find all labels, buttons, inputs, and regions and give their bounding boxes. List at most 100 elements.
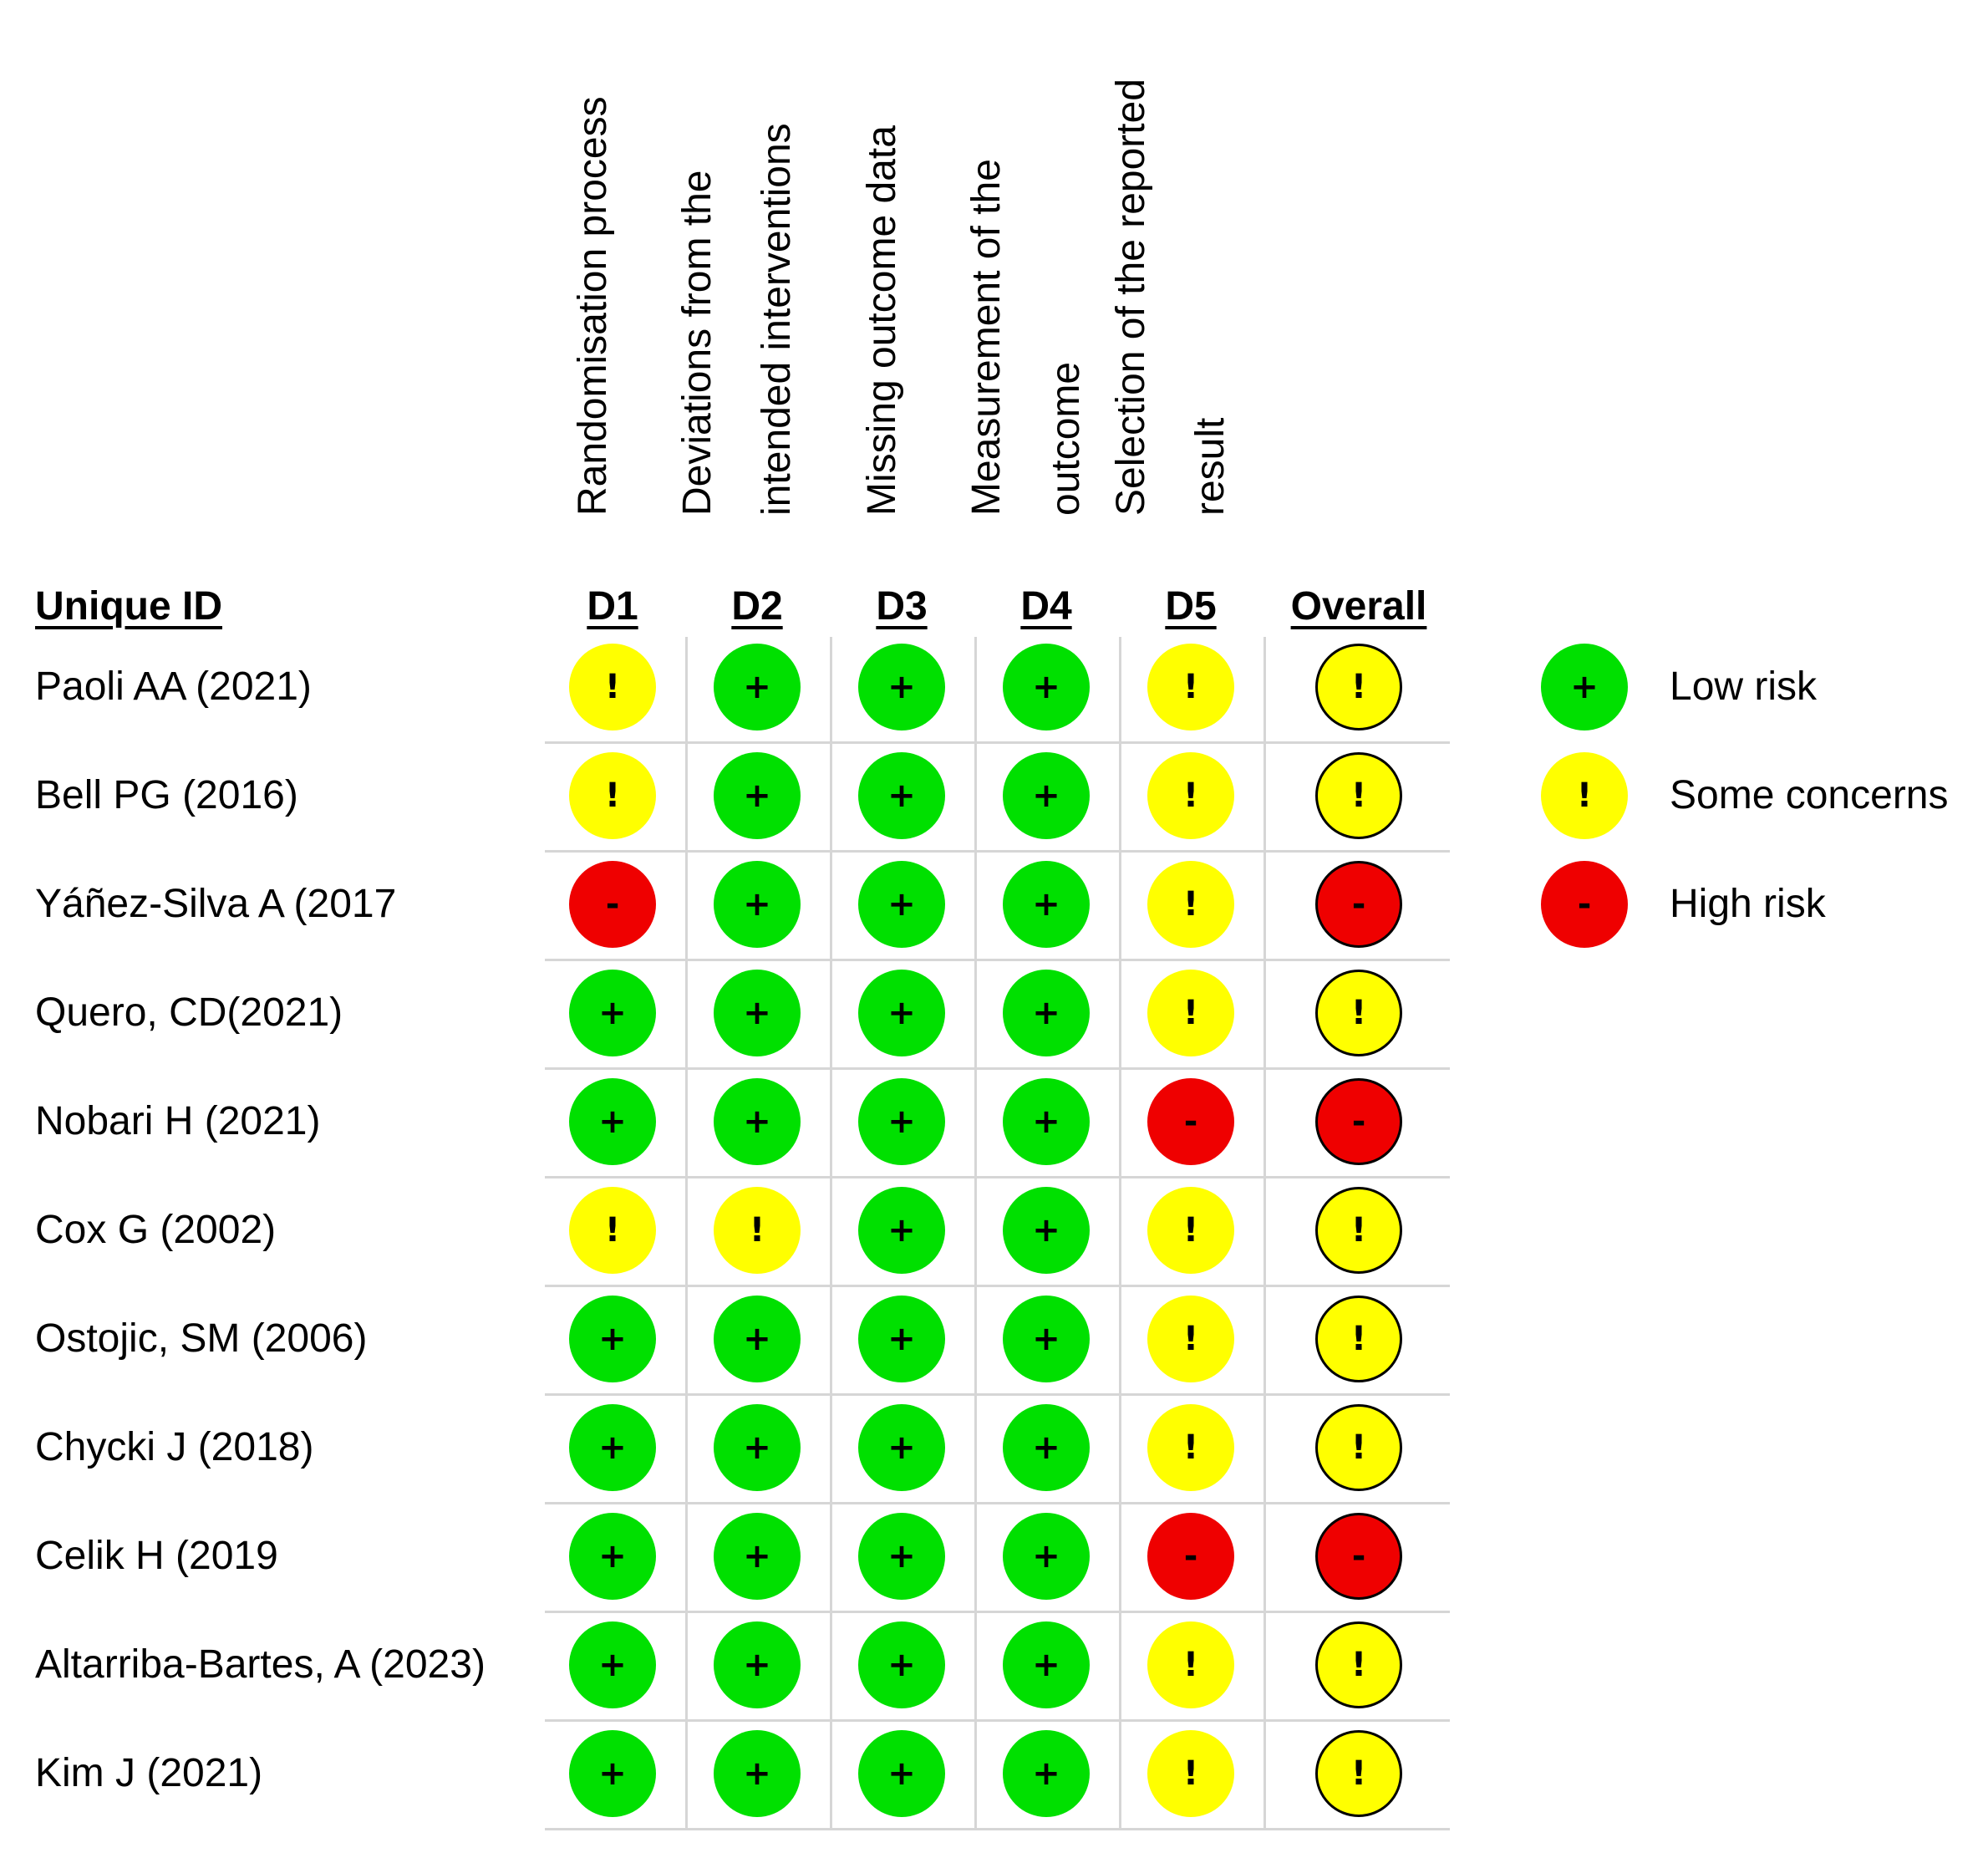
overall-risk-dot: -	[1315, 1513, 1402, 1600]
overall-risk-dot: !	[1315, 1404, 1402, 1491]
legend-label: High risk	[1670, 882, 1826, 926]
risk-dot-d3: +	[858, 1621, 945, 1708]
risk-dot-d5: -	[1147, 1513, 1234, 1600]
risk-dot-d4: +	[1003, 1078, 1090, 1165]
grid-horizontal-line	[545, 1719, 1450, 1722]
risk-dot-d1: +	[569, 1513, 656, 1600]
risk-dot-d2: +	[714, 644, 801, 731]
grid-horizontal-line	[545, 1285, 1450, 1287]
risk-dot-d4: +	[1003, 1513, 1090, 1600]
risk-dot-d2: +	[714, 1078, 801, 1165]
risk-dot-d4: +	[1003, 752, 1090, 839]
risk-dot-d1: !	[569, 1187, 656, 1274]
risk-dot-d2: +	[714, 1730, 801, 1817]
domain-code-d2: D2	[731, 584, 783, 629]
grid-vertical-line	[830, 637, 832, 1828]
risk-dot-d5: !	[1147, 644, 1234, 731]
risk-dot-d1: +	[569, 1078, 656, 1165]
study-label: Quero, CD(2021)	[35, 990, 343, 1035]
grid-horizontal-line	[545, 959, 1450, 961]
risk-dot-d3: +	[858, 1187, 945, 1274]
study-label: Cox G (2002)	[35, 1208, 277, 1252]
risk-dot-d1: +	[569, 1621, 656, 1708]
domain-code-d3: D3	[876, 584, 928, 629]
risk-dot-d3: +	[858, 644, 945, 731]
overall-risk-dot: !	[1315, 1187, 1402, 1274]
legend-dot-some: !	[1541, 752, 1628, 839]
risk-dot-d1: !	[569, 752, 656, 839]
risk-dot-d2: +	[714, 970, 801, 1056]
risk-dot-d4: +	[1003, 1730, 1090, 1817]
overall-risk-dot: !	[1315, 752, 1402, 839]
risk-dot-d1: -	[569, 861, 656, 948]
grid-horizontal-line	[545, 1067, 1450, 1070]
grid-horizontal-line	[545, 1393, 1450, 1396]
overall-risk-dot: !	[1315, 1296, 1402, 1382]
risk-dot-d3: +	[858, 1078, 945, 1165]
overall-risk-dot: -	[1315, 1078, 1402, 1165]
study-label: Kim J (2021)	[35, 1751, 263, 1795]
overall-risk-dot: !	[1315, 1730, 1402, 1817]
grid-horizontal-line	[545, 741, 1450, 744]
grid-horizontal-line	[545, 850, 1450, 853]
risk-dot-d3: +	[858, 1730, 945, 1817]
overall-risk-dot: !	[1315, 970, 1402, 1056]
risk-dot-d1: +	[569, 970, 656, 1056]
grid-vertical-line	[1263, 637, 1266, 1828]
risk-dot-d4: +	[1003, 970, 1090, 1056]
risk-dot-d1: +	[569, 1404, 656, 1491]
domain-code-d4: D4	[1020, 584, 1072, 629]
grid-vertical-line	[1119, 637, 1121, 1828]
legend-label: Some concerns	[1670, 773, 1949, 817]
risk-dot-d1: +	[569, 1296, 656, 1382]
risk-dot-d3: +	[858, 1296, 945, 1382]
risk-dot-d5: !	[1147, 970, 1234, 1056]
risk-dot-d2: +	[714, 861, 801, 948]
grid-horizontal-line	[545, 1828, 1450, 1830]
risk-dot-d2: +	[714, 752, 801, 839]
study-label: Yáñez-Silva A (2017	[35, 882, 397, 926]
risk-dot-d5: !	[1147, 752, 1234, 839]
risk-dot-d2: +	[714, 1296, 801, 1382]
study-label: Bell PG (2016)	[35, 773, 298, 817]
legend-dot-high: -	[1541, 861, 1628, 948]
risk-dot-d2: !	[714, 1187, 801, 1274]
domain-label-line: Randomisation process	[571, 96, 615, 516]
risk-dot-d2: +	[714, 1513, 801, 1600]
grid-horizontal-line	[545, 1176, 1450, 1178]
risk-dot-d5: !	[1147, 1730, 1234, 1817]
risk-dot-d3: +	[858, 1513, 945, 1600]
risk-dot-d5: -	[1147, 1078, 1234, 1165]
risk-dot-d3: +	[858, 1404, 945, 1491]
risk-dot-d4: +	[1003, 1187, 1090, 1274]
domain-label-line: Deviations from the	[675, 170, 719, 516]
legend-label: Low risk	[1670, 664, 1818, 709]
domain-code-d1: D1	[587, 584, 638, 629]
legend-dot-low: +	[1541, 644, 1628, 731]
overall-risk-dot: !	[1315, 644, 1402, 731]
risk-dot-d4: +	[1003, 1621, 1090, 1708]
risk-dot-d4: +	[1003, 644, 1090, 731]
risk-dot-d4: +	[1003, 1296, 1090, 1382]
risk-dot-d5: !	[1147, 1187, 1234, 1274]
study-label: Nobari H (2021)	[35, 1099, 321, 1143]
domain-label-line: intended interventions	[755, 123, 799, 516]
overall-risk-dot: !	[1315, 1621, 1402, 1708]
risk-dot-d3: +	[858, 861, 945, 948]
risk-dot-d1: +	[569, 1730, 656, 1817]
risk-dot-d4: +	[1003, 861, 1090, 948]
study-label: Celik H (2019	[35, 1534, 278, 1578]
risk-dot-d4: +	[1003, 1404, 1090, 1491]
risk-dot-d1: !	[569, 644, 656, 731]
risk-dot-d2: +	[714, 1621, 801, 1708]
unique-id-header: Unique ID	[35, 584, 222, 629]
risk-dot-d5: !	[1147, 1404, 1234, 1491]
risk-dot-d2: +	[714, 1404, 801, 1491]
risk-dot-d5: !	[1147, 861, 1234, 948]
domain-label-line: Measurement of the	[964, 159, 1009, 516]
domain-label-line: Missing outcome data	[860, 125, 904, 516]
grid-vertical-line	[685, 637, 688, 1828]
grid-horizontal-line	[545, 1611, 1450, 1613]
grid-horizontal-line	[545, 1502, 1450, 1504]
